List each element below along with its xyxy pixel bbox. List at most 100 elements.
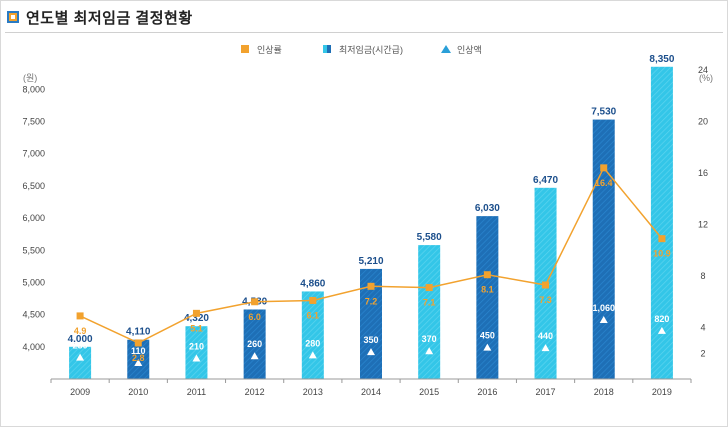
increase-value-label: 450 xyxy=(480,331,495,341)
rate-value-label: 8.1 xyxy=(481,285,494,295)
legend-increase-label: 인상액 xyxy=(457,44,482,55)
increase-marker xyxy=(192,354,201,362)
rate-marker xyxy=(658,235,666,243)
wage-value-label: 5,210 xyxy=(358,256,383,267)
rate-marker xyxy=(367,282,375,290)
left-tick-label: 7,500 xyxy=(22,117,45,127)
right-tick-label: 2 xyxy=(700,348,705,358)
rate-value-label: 7.3 xyxy=(539,295,552,305)
legend-wage-label: 최저임금(시간급) xyxy=(339,44,403,55)
increase-value-label: 110 xyxy=(131,346,146,356)
x-tick-label: 2017 xyxy=(536,387,556,397)
right-tick-label: 8 xyxy=(700,271,705,281)
left-tick-label: 4,000 xyxy=(22,342,45,352)
rate-value-label: 7.1 xyxy=(423,298,436,308)
x-tick-label: 2009 xyxy=(70,387,90,397)
chart-title: 연도별 최저임금 결정현황 xyxy=(26,9,193,27)
increase-value-label: 280 xyxy=(305,338,320,348)
rate-value-label: 16.4 xyxy=(595,178,613,188)
increase-value-label: 210 xyxy=(189,341,204,351)
left-tick-label: 6,500 xyxy=(22,181,45,191)
rate-value-label: 6.1 xyxy=(307,310,320,320)
right-tick-label: 24 xyxy=(698,65,708,75)
legend-wage-swatch-dark xyxy=(327,45,331,53)
right-tick-label: 4 xyxy=(700,323,705,333)
x-tick-label: 2011 xyxy=(187,387,206,397)
left-tick-label: 7,000 xyxy=(22,149,45,159)
title-square-icon xyxy=(7,11,19,23)
increase-value-label: 370 xyxy=(422,334,437,344)
left-tick-label: 5,000 xyxy=(22,277,45,287)
x-tick-label: 2016 xyxy=(477,387,497,397)
increase-marker xyxy=(425,347,434,355)
increase-marker xyxy=(134,359,143,367)
increase-marker xyxy=(76,353,85,361)
wage-bar xyxy=(69,346,92,379)
wage-value-label: 4,110 xyxy=(126,327,151,338)
wage-value-label: 6,030 xyxy=(475,203,500,214)
wage-bar xyxy=(301,291,324,379)
wage-bar xyxy=(185,326,208,379)
wage-value-label: 4,860 xyxy=(300,278,325,289)
increase-marker xyxy=(657,326,666,334)
left-axis-unit: (원) xyxy=(23,73,37,83)
increase-value-label: 820 xyxy=(654,314,669,324)
rate-marker xyxy=(251,298,259,306)
rate-marker xyxy=(192,309,200,317)
right-axis-unit: (%) xyxy=(699,73,713,83)
increase-value-label: 350 xyxy=(363,335,378,345)
rate-marker xyxy=(309,296,317,304)
title-divider xyxy=(5,32,723,33)
legend-wage-swatch-light xyxy=(323,45,327,53)
rate-marker xyxy=(483,271,491,279)
left-tick-label: 8,000 xyxy=(22,84,45,94)
x-tick-label: 2013 xyxy=(303,387,323,397)
wage-bar xyxy=(360,268,382,379)
wage-bar xyxy=(592,119,615,379)
wage-value-label: 4,000 xyxy=(68,334,93,345)
right-tick-label: 20 xyxy=(698,117,708,127)
rate-marker xyxy=(600,164,608,172)
legend-increase-swatch xyxy=(441,45,451,53)
increase-value-label: 230 xyxy=(73,341,88,351)
wage-bar xyxy=(650,66,673,379)
rate-value-label: 10.9 xyxy=(653,249,671,259)
rate-value-label: 2.8 xyxy=(132,353,145,363)
increase-value-label: 440 xyxy=(538,331,553,341)
rate-marker xyxy=(134,339,142,347)
wage-value-label: 5,580 xyxy=(417,232,442,243)
wage-value-label: 4,320 xyxy=(184,313,209,324)
rate-value-label: 6.0 xyxy=(248,312,261,322)
increase-marker xyxy=(367,348,375,356)
rate-value-label: 7.2 xyxy=(365,296,378,306)
increase-value-label: 260 xyxy=(247,339,262,349)
right-tick-label: 12 xyxy=(698,220,708,230)
right-tick-label: 16 xyxy=(698,168,708,178)
increase-marker xyxy=(599,316,608,323)
x-tick-label: 2010 xyxy=(128,387,148,397)
x-tick-label: 2015 xyxy=(419,387,439,397)
increase-value-label: 1,060 xyxy=(592,303,615,313)
x-tick-label: 2012 xyxy=(245,387,265,397)
wage-value-label: 8,350 xyxy=(649,54,674,65)
rate-marker xyxy=(542,281,550,289)
legend-rate-swatch xyxy=(241,45,249,53)
left-tick-label: 4,500 xyxy=(22,310,45,320)
chart-legend: 인상률 최저임금(시간급) 인상액 xyxy=(241,44,482,55)
x-tick-label: 2019 xyxy=(652,387,672,397)
wage-bar xyxy=(476,216,499,379)
left-tick-label: 5,500 xyxy=(22,245,45,255)
increase-marker xyxy=(483,343,492,351)
left-tick-label: 6,000 xyxy=(22,213,45,223)
x-tick-label: 2014 xyxy=(361,387,381,397)
wage-bar xyxy=(418,245,441,379)
wage-bar xyxy=(243,309,266,379)
x-tick-label: 2018 xyxy=(594,387,614,397)
rate-value-label: 4.9 xyxy=(74,326,87,336)
chart-header: 연도별 최저임금 결정현황 xyxy=(7,7,193,27)
wage-value-label: 7,530 xyxy=(591,107,616,118)
increase-marker xyxy=(250,352,259,360)
increase-marker xyxy=(541,344,550,352)
